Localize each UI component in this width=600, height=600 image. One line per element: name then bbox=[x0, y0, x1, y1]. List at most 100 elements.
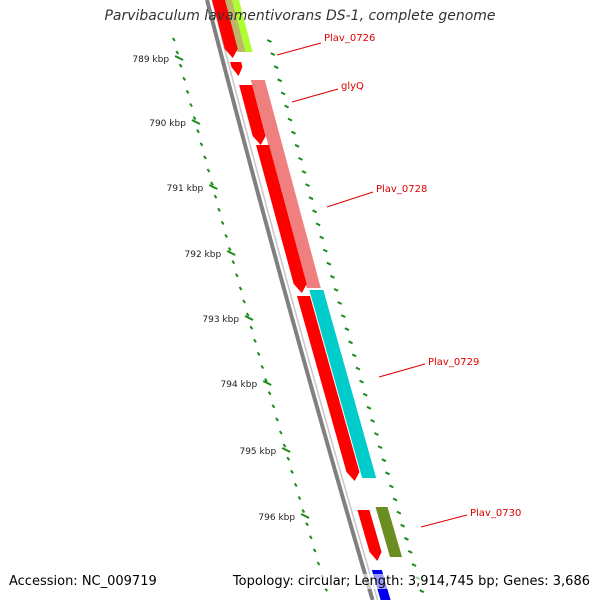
gene-label[interactable]: Plav_0730 bbox=[470, 508, 521, 519]
ruler-major-tick bbox=[262, 380, 272, 386]
accession-text: Accession: NC_009719 bbox=[9, 574, 157, 589]
ruler-minor-tick bbox=[217, 207, 221, 212]
outer-ruler-tick bbox=[315, 222, 321, 227]
outer-ruler-tick bbox=[284, 104, 290, 109]
outer-ruler-tick bbox=[291, 130, 296, 135]
ruler-minor-tick bbox=[182, 76, 186, 81]
outer-ruler-tick bbox=[305, 183, 310, 187]
outer-ruler-tick bbox=[411, 563, 417, 567]
outer-ruler-tick bbox=[337, 301, 343, 305]
ruler-major-tick bbox=[281, 447, 291, 453]
gene-Plav_0726-tail[interactable] bbox=[230, 62, 243, 76]
ruler-major-tick bbox=[174, 55, 184, 61]
ruler-minor-tick bbox=[282, 443, 287, 448]
outer-ruler-tick bbox=[298, 157, 303, 161]
ruler-minor-tick bbox=[231, 260, 236, 265]
ruler-minor-tick bbox=[213, 194, 218, 199]
gene-label[interactable]: Plav_0728 bbox=[376, 184, 427, 195]
gene-glyQ[interactable] bbox=[239, 85, 266, 145]
ruler-minor-tick bbox=[312, 548, 317, 553]
ruler-minor-tick bbox=[210, 181, 214, 186]
genome-title: Parvibaculum lavamentivorans DS-1, compl… bbox=[104, 8, 496, 24]
ruler-minor-tick bbox=[278, 430, 283, 435]
ruler-label: 790 kbp bbox=[149, 119, 186, 129]
outer-ruler-tick bbox=[370, 419, 376, 423]
outer-ruler-tick bbox=[385, 471, 390, 476]
gene-label-leader bbox=[378, 363, 426, 378]
gene-Plav_0730[interactable] bbox=[357, 510, 382, 561]
outer-ruler-tick bbox=[419, 589, 425, 594]
outer-ruler-tick bbox=[333, 288, 339, 292]
feature-Plav_0730[interactable] bbox=[375, 507, 403, 557]
ruler-minor-tick bbox=[297, 495, 302, 501]
ruler-minor-tick bbox=[305, 522, 309, 527]
outer-ruler-tick bbox=[294, 143, 300, 148]
gene-Plav_0726[interactable] bbox=[212, 0, 238, 58]
outer-ruler-tick bbox=[301, 170, 307, 174]
ruler-minor-tick bbox=[242, 299, 246, 304]
ruler-label: 795 kbp bbox=[239, 447, 276, 457]
outer-ruler-tick bbox=[280, 91, 286, 96]
ruler-major-tick bbox=[244, 315, 254, 321]
outer-ruler-tick bbox=[400, 523, 406, 528]
ruler-minor-tick bbox=[316, 561, 321, 566]
ruler-label: 792 kbp bbox=[185, 250, 222, 260]
backbone-inner-line bbox=[211, 0, 379, 600]
ruler-label: 789 kbp bbox=[132, 55, 169, 65]
feature-glyQ[interactable] bbox=[250, 80, 321, 288]
ruler-minor-tick bbox=[301, 509, 306, 514]
ruler-minor-tick bbox=[264, 378, 268, 383]
ruler-minor-tick bbox=[178, 63, 183, 68]
outer-ruler-tick bbox=[344, 327, 350, 332]
gene-Plav_0729[interactable] bbox=[296, 296, 360, 481]
feature-Plav_0729[interactable] bbox=[309, 290, 377, 478]
outer-ruler-tick bbox=[396, 510, 402, 515]
feature-top-tan[interactable] bbox=[224, 0, 246, 52]
ruler-minor-tick bbox=[249, 325, 254, 330]
outer-ruler-tick bbox=[366, 405, 372, 410]
gene-label[interactable]: Plav_0726 bbox=[324, 33, 375, 44]
outer-ruler-tick bbox=[270, 52, 276, 56]
outer-ruler-tick bbox=[308, 196, 314, 201]
outer-ruler-tick bbox=[348, 340, 353, 345]
outer-ruler-tick bbox=[362, 392, 368, 397]
ruler-minor-tick bbox=[271, 404, 276, 409]
gene-label[interactable]: glyQ bbox=[341, 81, 364, 92]
ruler-minor-tick bbox=[189, 102, 193, 108]
ruler-label: 793 kbp bbox=[202, 315, 239, 325]
ruler: 789 kbp 790 kbp 791 kbp 792 kbp 793 kbp 794 k… bbox=[132, 37, 425, 594]
ruler-minor-tick bbox=[199, 142, 204, 147]
ruler-label: 794 kbp bbox=[221, 380, 258, 390]
gene-label[interactable]: Plav_0729 bbox=[428, 357, 479, 368]
ruler-major-tick bbox=[208, 184, 218, 190]
ruler-major-tick bbox=[226, 250, 236, 256]
outer-ruler-tick bbox=[326, 261, 332, 266]
ruler-minor-tick bbox=[203, 155, 207, 160]
outer-ruler-tick bbox=[403, 536, 409, 541]
feature-top-green[interactable] bbox=[231, 0, 253, 52]
outer-ruler-tick bbox=[407, 550, 413, 554]
ruler-minor-tick bbox=[309, 535, 313, 540]
ruler-minor-tick bbox=[196, 129, 200, 134]
ruler-minor-tick bbox=[185, 89, 190, 94]
ruler-major-tick bbox=[300, 513, 310, 519]
backbone-line bbox=[205, 0, 375, 600]
genes bbox=[212, 0, 403, 600]
ruler-minor-tick bbox=[175, 50, 180, 55]
ruler-minor-tick bbox=[224, 233, 228, 239]
outer-ruler-tick bbox=[373, 432, 379, 436]
ruler-minor-tick bbox=[253, 338, 257, 343]
ruler-minor-tick bbox=[256, 351, 261, 356]
gene-label-leader bbox=[326, 191, 374, 208]
ruler-minor-tick bbox=[290, 469, 294, 474]
outer-ruler-tick bbox=[377, 445, 383, 449]
gene-Plav_0728[interactable] bbox=[256, 145, 307, 293]
outer-ruler-tick bbox=[340, 314, 346, 318]
gene-label-leader bbox=[291, 88, 339, 103]
ruler-label: 791 kbp bbox=[167, 184, 204, 194]
ruler-minor-tick bbox=[245, 312, 250, 317]
outer-ruler-tick bbox=[273, 65, 279, 70]
topology-text: Topology: circular; Length: 3,914,745 bp… bbox=[232, 574, 590, 589]
